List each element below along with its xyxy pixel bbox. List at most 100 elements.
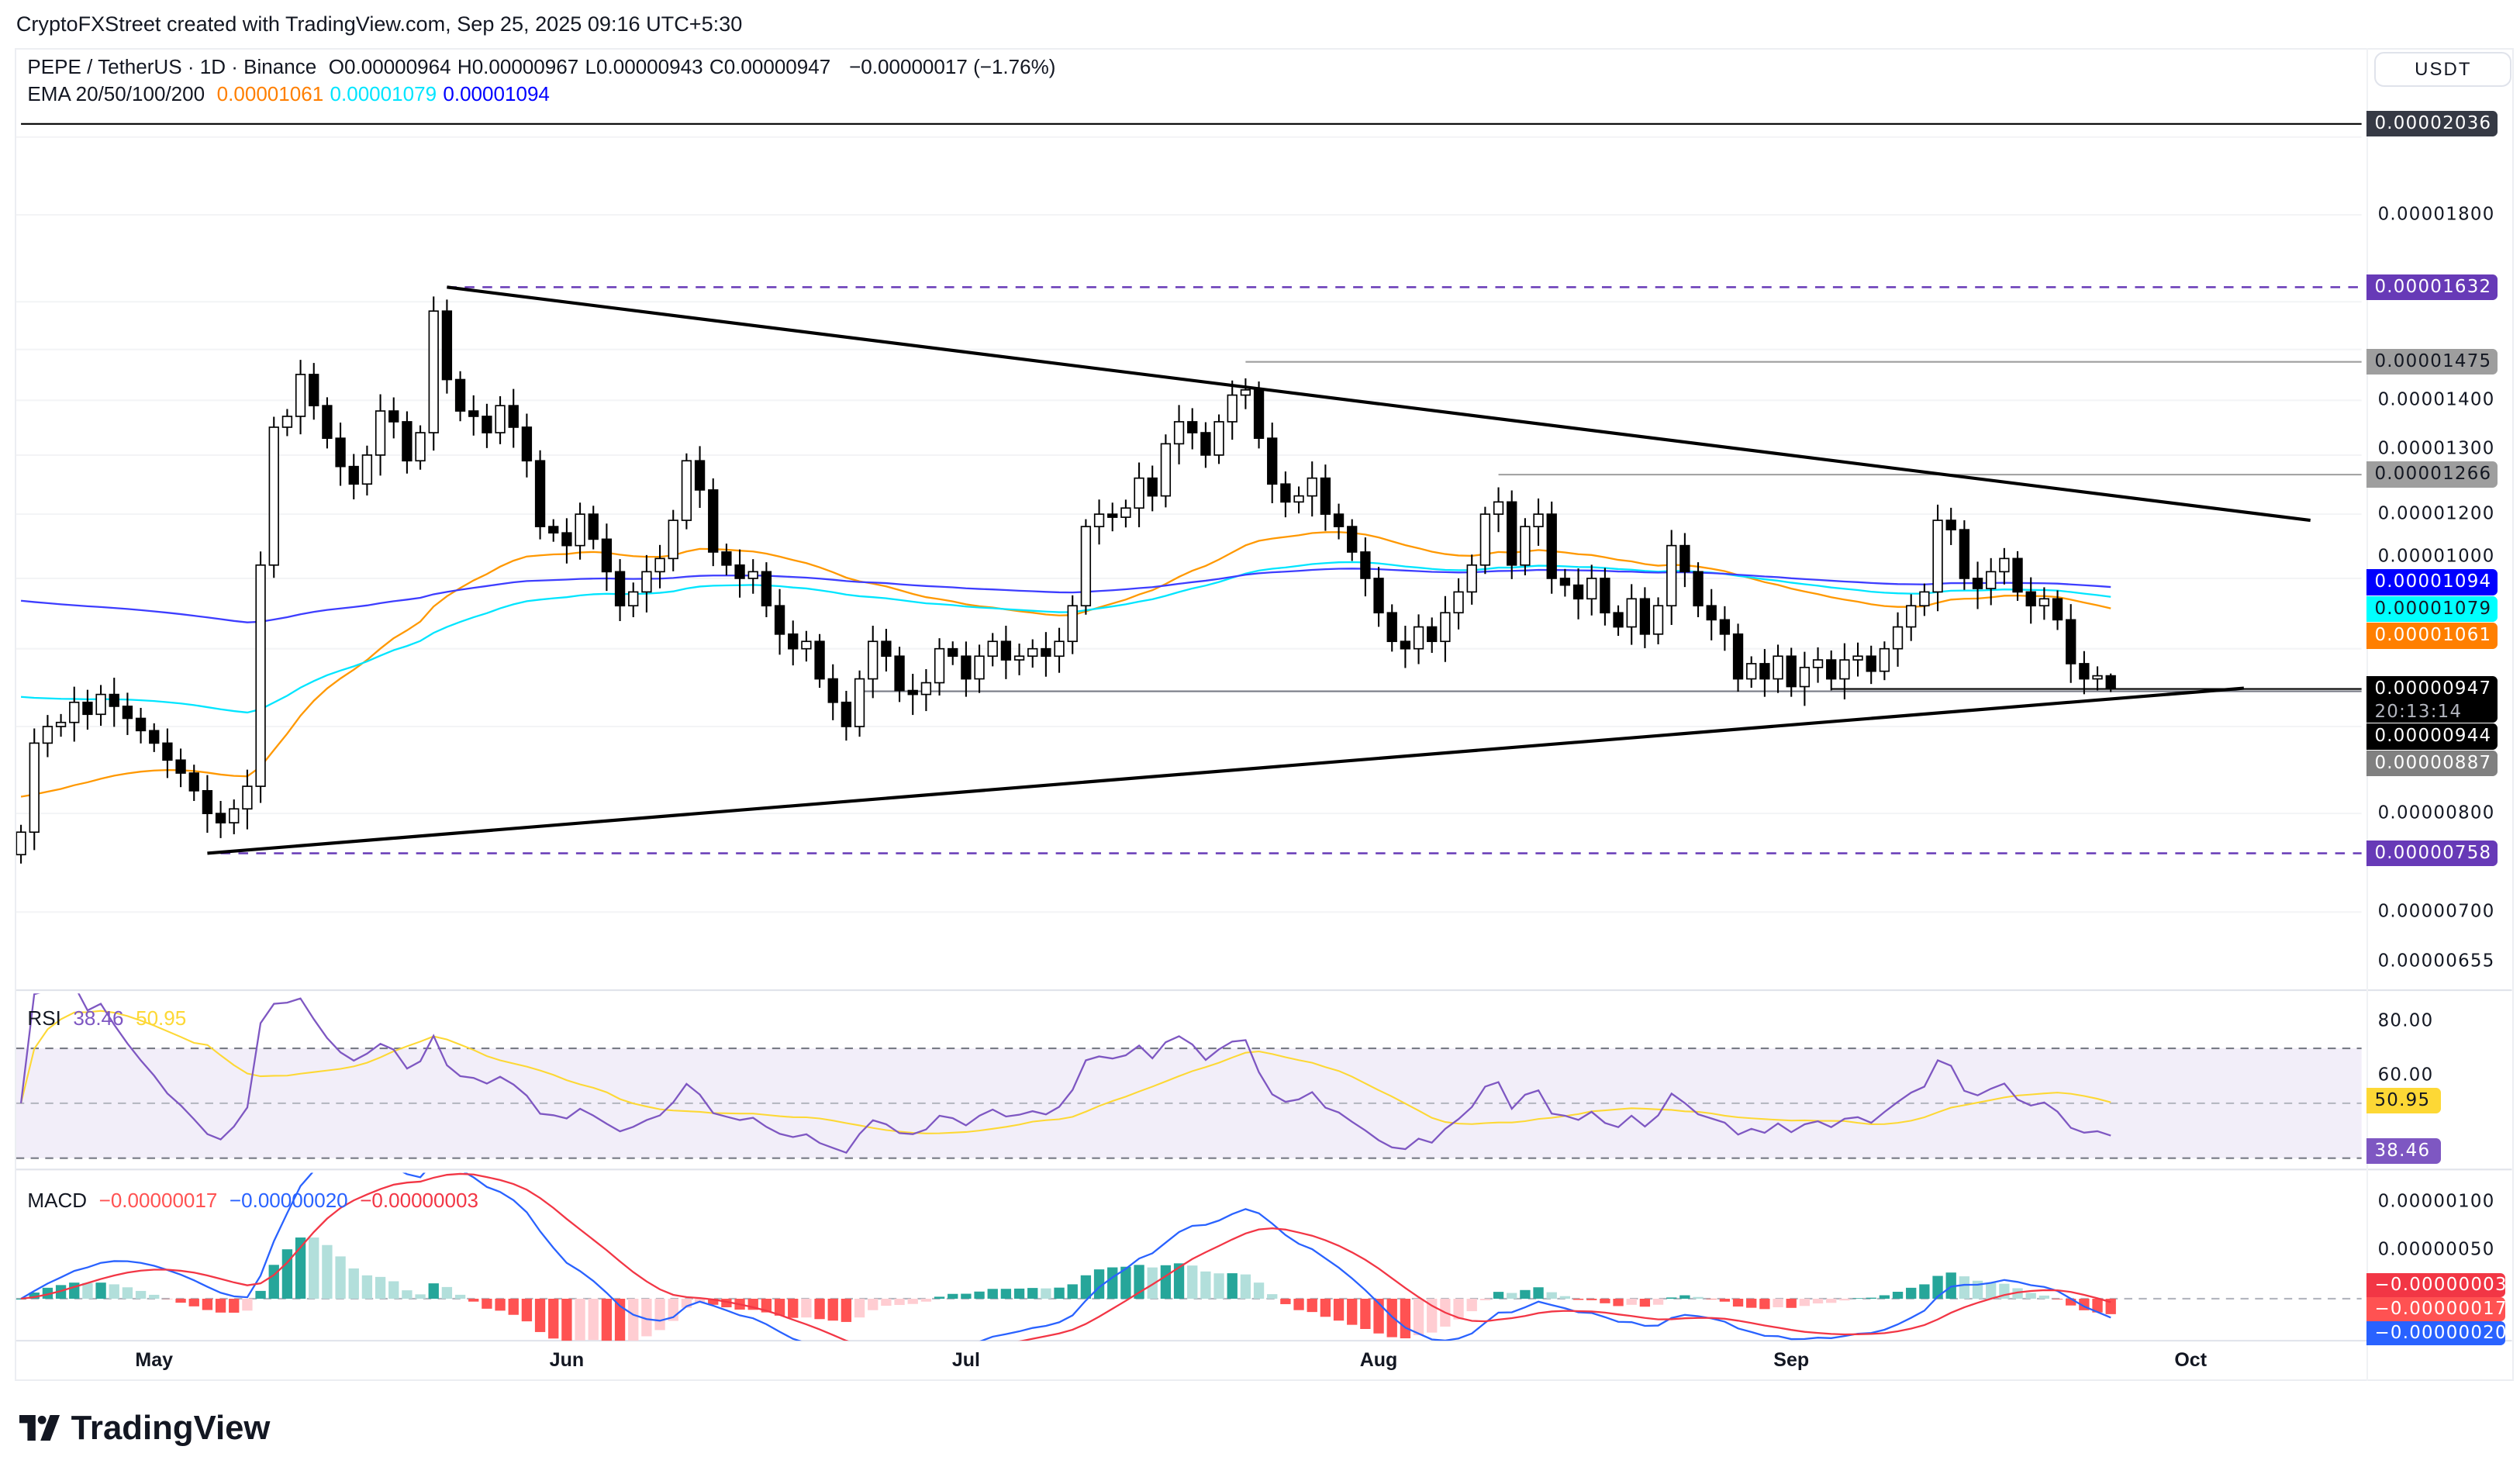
candle <box>1559 568 1571 597</box>
candle <box>1054 627 1065 673</box>
candle <box>681 453 692 530</box>
candle <box>1427 617 1438 654</box>
candle-body <box>1866 655 1876 672</box>
candle <box>708 478 719 567</box>
candle <box>1200 422 1211 468</box>
macd-histogram-bar <box>1134 1265 1144 1299</box>
ema-legend[interactable]: EMA 20/50/100/200 0.00001061 0.00001079 0.… <box>27 82 562 106</box>
macd-histogram-bar <box>1812 1298 1824 1304</box>
candle <box>641 554 652 613</box>
macd-histogram-bar <box>934 1296 945 1299</box>
price-tick: 0.00001200 <box>2377 503 2495 524</box>
candle-body <box>454 378 466 412</box>
candle-body <box>1041 647 1051 658</box>
candle <box>1719 606 1731 651</box>
candle-body <box>1267 437 1278 485</box>
candle <box>1666 530 1677 626</box>
candle <box>1213 414 1224 464</box>
candle <box>974 644 985 693</box>
candle-body <box>628 591 639 607</box>
macd-histogram-bar <box>961 1293 972 1299</box>
macd-histogram-bar <box>468 1298 479 1302</box>
candle-body <box>375 410 386 456</box>
macd-histogram-bar <box>1107 1267 1118 1299</box>
candle <box>1679 533 1690 588</box>
ohlc-l: L0.00000943 <box>585 54 703 78</box>
candle <box>322 397 333 449</box>
candle <box>1600 568 1610 626</box>
macd-histogram-bar <box>149 1294 160 1299</box>
price-badge: 0.00002036 <box>2366 111 2498 137</box>
candle <box>1320 464 1331 531</box>
candle-body <box>188 772 199 792</box>
candle <box>375 394 386 476</box>
macd-histogram-bar <box>614 1298 626 1341</box>
candle-body <box>868 640 879 680</box>
candle-body <box>881 640 892 658</box>
macd-histogram-bar <box>1373 1298 1384 1334</box>
candle <box>135 707 147 744</box>
rsi-legend[interactable]: RSI 38.46 50.95 <box>27 1006 192 1030</box>
macd-histogram-bar <box>1706 1298 1717 1300</box>
candle <box>1732 623 1744 692</box>
macd-histogram-bar <box>1945 1272 1956 1299</box>
candle <box>42 715 54 758</box>
macd-histogram-bar <box>1320 1298 1331 1317</box>
macd-histogram-bar <box>1652 1298 1664 1305</box>
candle <box>1041 632 1051 677</box>
macd-histogram-bar <box>521 1298 533 1322</box>
candle-body <box>2025 591 2036 607</box>
currency-selector[interactable]: USDT <box>2374 51 2512 88</box>
candle <box>774 589 785 655</box>
macd-histogram-bar <box>1852 1298 1863 1299</box>
candle <box>1507 490 1517 579</box>
macd-histogram-bar <box>1879 1295 1890 1299</box>
macd-histogram-bar <box>1173 1263 1185 1299</box>
candle-body <box>242 785 253 810</box>
candle-body <box>1173 421 1185 445</box>
candle <box>402 411 413 474</box>
macd-legend[interactable]: MACD −0.00000017 −0.00000020 −0.00000003 <box>27 1189 485 1213</box>
candle <box>1253 381 1265 449</box>
candle-body <box>987 640 998 658</box>
rsi-badge: 38.46 <box>2366 1137 2441 1165</box>
candle-body <box>2066 619 2076 664</box>
macd-histogram-bar <box>1746 1298 1757 1308</box>
candle-body <box>1466 564 1477 593</box>
macd-signal-value: −0.00000003 <box>360 1189 478 1213</box>
macd-histogram-bar <box>2025 1293 2036 1299</box>
candle <box>747 559 758 594</box>
price-badge: 0.00001632 <box>2366 274 2498 301</box>
macd-histogram-bar <box>268 1265 279 1299</box>
candle <box>255 551 266 803</box>
macd-histogram-bar <box>428 1283 439 1299</box>
macd-histogram-bar <box>1799 1298 1811 1306</box>
candle-body <box>468 410 479 417</box>
candle <box>788 620 799 666</box>
candle-body <box>1280 483 1291 503</box>
candle <box>388 397 399 439</box>
ema-values: 0.00001061 0.00001079 0.00001094 <box>217 82 557 105</box>
candle-body <box>1986 571 1997 589</box>
trendline-lower <box>207 686 2245 855</box>
candle-body <box>1786 655 1797 688</box>
macd-histogram-bar <box>1493 1292 1504 1299</box>
macd-histogram-bar <box>55 1285 67 1299</box>
candle <box>948 641 958 665</box>
candle <box>575 502 585 560</box>
candle <box>1746 656 1757 689</box>
macd-histogram-bar <box>1719 1298 1731 1302</box>
rsi-line <box>19 993 2111 1155</box>
candle-body <box>1906 605 1917 628</box>
macd-histogram-bar <box>402 1290 413 1299</box>
logo-text: TradingView <box>71 1408 271 1447</box>
candle <box>1280 471 1291 518</box>
rsi-tick: 60.00 <box>2377 1065 2434 1086</box>
time-label-jun: Jun <box>549 1348 585 1371</box>
price-badge: 0.00000887 <box>2366 750 2498 777</box>
candle <box>309 363 319 420</box>
macd-badge: −0.00000020 <box>2366 1321 2507 1346</box>
candle <box>1613 605 1624 637</box>
macd-histogram-bar <box>1347 1298 1358 1325</box>
